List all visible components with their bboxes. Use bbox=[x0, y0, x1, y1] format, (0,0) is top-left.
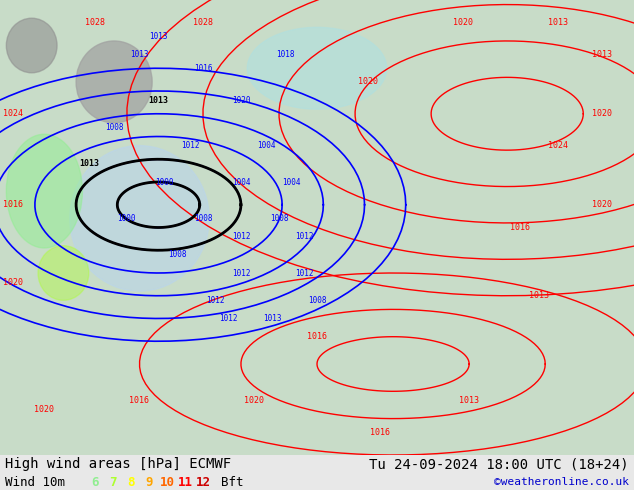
Text: High wind areas [hPa] ECMWF: High wind areas [hPa] ECMWF bbox=[5, 457, 231, 471]
Text: ©weatheronline.co.uk: ©weatheronline.co.uk bbox=[494, 477, 629, 487]
Text: 1013: 1013 bbox=[79, 159, 99, 168]
Text: 1008: 1008 bbox=[269, 214, 288, 223]
Text: 1012: 1012 bbox=[295, 269, 314, 277]
Text: 1020: 1020 bbox=[453, 18, 473, 27]
Text: 1004: 1004 bbox=[282, 177, 301, 187]
Text: 1016: 1016 bbox=[129, 396, 150, 405]
Text: 1008: 1008 bbox=[105, 123, 124, 132]
Text: 1008: 1008 bbox=[168, 250, 187, 259]
Text: 1016: 1016 bbox=[3, 200, 23, 209]
Text: 1004: 1004 bbox=[257, 141, 276, 150]
Ellipse shape bbox=[6, 18, 57, 73]
Text: 11: 11 bbox=[178, 475, 193, 489]
Text: 1028: 1028 bbox=[193, 18, 213, 27]
Text: 1016: 1016 bbox=[193, 64, 212, 73]
Text: Bft: Bft bbox=[221, 475, 243, 489]
Ellipse shape bbox=[76, 41, 152, 123]
Text: 1013: 1013 bbox=[592, 50, 612, 59]
Text: 1013: 1013 bbox=[548, 18, 568, 27]
Text: 1008: 1008 bbox=[307, 296, 327, 305]
Text: 1013: 1013 bbox=[130, 50, 149, 59]
Ellipse shape bbox=[38, 245, 89, 300]
Text: 1013: 1013 bbox=[149, 32, 168, 41]
Text: 1013: 1013 bbox=[263, 314, 282, 323]
Text: 1013: 1013 bbox=[459, 396, 479, 405]
Text: 1016: 1016 bbox=[510, 223, 530, 232]
Text: 7: 7 bbox=[109, 475, 117, 489]
Text: 1020: 1020 bbox=[34, 405, 55, 414]
Text: 1012: 1012 bbox=[231, 232, 250, 241]
Text: 1012: 1012 bbox=[206, 296, 225, 305]
Text: 1008: 1008 bbox=[193, 214, 212, 223]
Text: 1012: 1012 bbox=[181, 141, 200, 150]
Text: 1024: 1024 bbox=[3, 109, 23, 118]
Text: 1024: 1024 bbox=[548, 141, 568, 150]
Text: 8: 8 bbox=[127, 475, 135, 489]
Text: Wind 10m: Wind 10m bbox=[5, 475, 65, 489]
Ellipse shape bbox=[247, 27, 387, 109]
Text: 1020: 1020 bbox=[592, 200, 612, 209]
Text: 1020: 1020 bbox=[243, 396, 264, 405]
Text: 1000: 1000 bbox=[117, 214, 136, 223]
Text: 1012: 1012 bbox=[231, 269, 250, 277]
Text: 12: 12 bbox=[195, 475, 210, 489]
Ellipse shape bbox=[6, 134, 82, 248]
Text: 1020: 1020 bbox=[231, 96, 250, 104]
Text: 10: 10 bbox=[160, 475, 174, 489]
Text: 1020: 1020 bbox=[3, 278, 23, 287]
Text: 1020: 1020 bbox=[358, 77, 378, 86]
Text: 1013: 1013 bbox=[529, 291, 549, 300]
Text: 1012: 1012 bbox=[295, 232, 314, 241]
Text: 9: 9 bbox=[145, 475, 153, 489]
Text: 1012: 1012 bbox=[219, 314, 238, 323]
Ellipse shape bbox=[70, 146, 209, 291]
Text: Tu 24-09-2024 18:00 UTC (18+24): Tu 24-09-2024 18:00 UTC (18+24) bbox=[370, 457, 629, 471]
Text: 1018: 1018 bbox=[276, 50, 295, 59]
Text: 1020: 1020 bbox=[592, 109, 612, 118]
Text: 1016: 1016 bbox=[370, 428, 391, 437]
Text: 1004: 1004 bbox=[231, 177, 250, 187]
Text: 1000: 1000 bbox=[155, 177, 174, 187]
Text: 6: 6 bbox=[91, 475, 99, 489]
Text: 1013: 1013 bbox=[148, 96, 169, 104]
Text: 1028: 1028 bbox=[85, 18, 105, 27]
Text: 1016: 1016 bbox=[307, 332, 327, 341]
